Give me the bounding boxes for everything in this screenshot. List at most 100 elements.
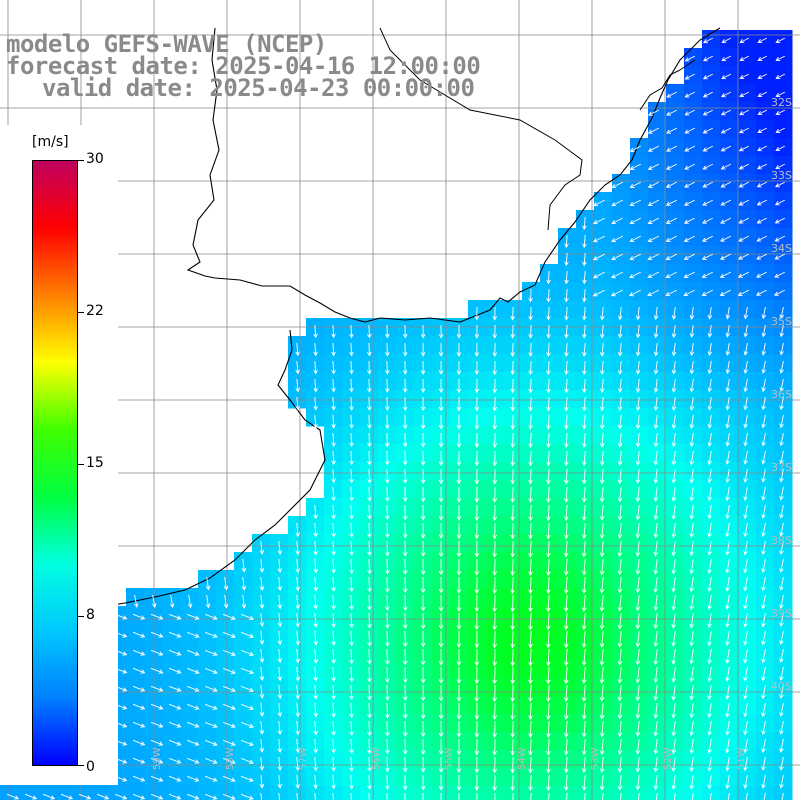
wind-arrow bbox=[528, 504, 533, 522]
wind-arrow bbox=[528, 684, 533, 703]
colorbar-tick-15: 15 bbox=[86, 455, 104, 471]
wind-arrow bbox=[635, 522, 641, 539]
wind-arrow bbox=[259, 702, 265, 717]
wind-arrow bbox=[474, 396, 480, 412]
wind-arrow bbox=[757, 55, 768, 62]
wind-arrow bbox=[438, 324, 444, 339]
wind-arrow bbox=[295, 540, 301, 556]
wind-arrow bbox=[720, 145, 732, 152]
wind-arrow bbox=[367, 504, 372, 520]
wind-arrow bbox=[492, 576, 497, 595]
wind-arrow bbox=[259, 594, 265, 609]
wind-arrow bbox=[671, 738, 677, 755]
wind-arrow bbox=[510, 702, 515, 721]
wind-arrow bbox=[689, 324, 695, 338]
wind-arrow bbox=[689, 432, 695, 448]
wind-arrow bbox=[629, 145, 642, 152]
wind-arrow bbox=[761, 630, 766, 646]
wind-arrow bbox=[546, 342, 551, 357]
wind-arrow bbox=[707, 522, 712, 538]
wind-arrow bbox=[629, 253, 642, 261]
wind-arrow bbox=[647, 199, 660, 206]
wind-arrow bbox=[725, 504, 730, 520]
wind-arrow bbox=[420, 720, 426, 738]
wind-arrow bbox=[599, 450, 605, 467]
wind-arrow bbox=[349, 738, 354, 754]
wind-arrow bbox=[582, 306, 587, 321]
wind-arrow bbox=[402, 648, 408, 666]
wind-arrow bbox=[738, 235, 750, 242]
wind-arrow bbox=[707, 306, 713, 320]
wind-arrow bbox=[761, 576, 766, 592]
wind-arrow bbox=[438, 576, 444, 594]
wind-arrow bbox=[671, 396, 677, 411]
wind-arrow bbox=[563, 558, 569, 576]
wind-arrow bbox=[420, 612, 426, 630]
wind-arrow bbox=[584, 792, 586, 800]
wind-arrow bbox=[386, 792, 388, 800]
wind-arrow bbox=[647, 271, 660, 279]
wind-arrow bbox=[779, 306, 785, 320]
wind-arrow bbox=[757, 127, 768, 134]
wind-arrow bbox=[599, 720, 605, 738]
wind-arrow bbox=[546, 414, 551, 430]
wind-arrow bbox=[635, 504, 641, 521]
speed-cell bbox=[576, 786, 595, 800]
wind-arrow bbox=[132, 775, 146, 782]
wind-arrow bbox=[564, 234, 569, 249]
lat-label: 34S bbox=[771, 242, 792, 255]
wind-arrow bbox=[367, 324, 372, 339]
wind-arrow bbox=[761, 738, 766, 754]
wind-arrow bbox=[720, 181, 732, 188]
wind-arrow bbox=[563, 540, 569, 558]
wind-arrow bbox=[277, 738, 283, 754]
wind-arrow bbox=[402, 360, 408, 375]
wind-arrow bbox=[313, 684, 319, 700]
wind-arrow bbox=[438, 360, 444, 375]
wind-arrow bbox=[617, 486, 623, 503]
wind-arrow bbox=[635, 720, 641, 738]
wind-arrow bbox=[635, 558, 641, 576]
wind-arrow bbox=[653, 342, 659, 357]
wind-arrow bbox=[510, 522, 515, 540]
wind-arrow bbox=[617, 360, 623, 375]
wind-arrow bbox=[617, 612, 623, 630]
wind-arrow bbox=[592, 289, 606, 297]
wind-arrow bbox=[295, 630, 301, 646]
wind-arrow bbox=[546, 486, 551, 503]
wind-arrow bbox=[779, 504, 784, 519]
wind-arrow bbox=[617, 648, 623, 666]
wind-arrow bbox=[385, 684, 390, 701]
wind-arrow bbox=[581, 666, 587, 685]
wind-arrow bbox=[683, 271, 696, 278]
wind-arrow bbox=[702, 199, 714, 206]
wind-arrow bbox=[402, 504, 408, 521]
wind-arrow bbox=[737, 271, 750, 278]
wind-arrow bbox=[402, 720, 408, 737]
wind-arrow bbox=[492, 684, 497, 703]
wind-arrow bbox=[331, 540, 336, 556]
wind-arrow bbox=[545, 612, 551, 631]
wind-arrow bbox=[150, 757, 164, 764]
wind-arrow bbox=[707, 432, 713, 447]
wind-arrow bbox=[671, 378, 677, 393]
wind-arrow bbox=[564, 306, 569, 321]
lon-label: 59W bbox=[152, 747, 163, 770]
wind-arrow bbox=[241, 576, 247, 591]
wind-arrow bbox=[546, 432, 551, 449]
wind-arrow bbox=[743, 360, 749, 375]
wind-arrow bbox=[169, 594, 175, 609]
wind-arrow bbox=[761, 414, 766, 429]
wind-arrow bbox=[295, 648, 301, 664]
wind-arrow bbox=[564, 252, 569, 267]
wind-arrow bbox=[313, 522, 319, 538]
wind-arrow bbox=[456, 450, 462, 467]
wind-arrow bbox=[150, 739, 164, 746]
wind-arrow bbox=[725, 360, 731, 375]
wind-arrow bbox=[385, 378, 390, 393]
wind-arrow bbox=[647, 181, 660, 188]
wind-arrow bbox=[474, 774, 480, 792]
wind-arrow bbox=[653, 594, 659, 612]
wind-arrow bbox=[367, 378, 372, 393]
wind-arrow bbox=[222, 793, 236, 800]
